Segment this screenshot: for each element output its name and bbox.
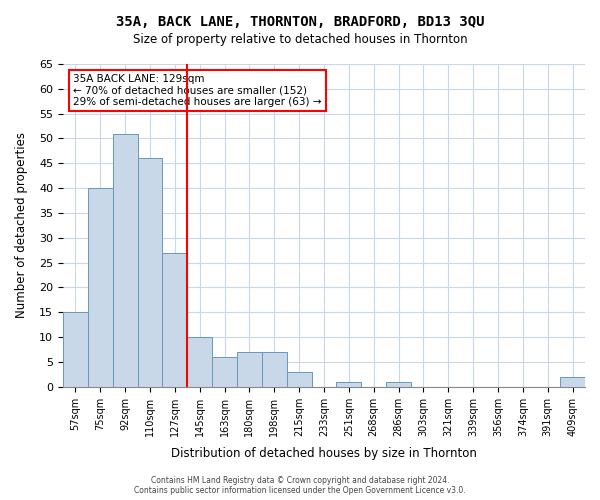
Text: Size of property relative to detached houses in Thornton: Size of property relative to detached ho…: [133, 32, 467, 46]
Bar: [212, 357, 237, 387]
Y-axis label: Number of detached properties: Number of detached properties: [15, 132, 28, 318]
Bar: [287, 372, 311, 387]
Bar: [262, 352, 287, 387]
Bar: [88, 188, 113, 387]
Bar: [560, 377, 585, 387]
Bar: [237, 352, 262, 387]
Text: 35A BACK LANE: 129sqm
← 70% of detached houses are smaller (152)
29% of semi-det: 35A BACK LANE: 129sqm ← 70% of detached …: [73, 74, 322, 107]
Bar: [386, 382, 411, 387]
Bar: [163, 252, 187, 387]
Bar: [113, 134, 137, 387]
Text: Contains HM Land Registry data © Crown copyright and database right 2024.
Contai: Contains HM Land Registry data © Crown c…: [134, 476, 466, 495]
X-axis label: Distribution of detached houses by size in Thornton: Distribution of detached houses by size …: [171, 447, 477, 460]
Text: 35A, BACK LANE, THORNTON, BRADFORD, BD13 3QU: 35A, BACK LANE, THORNTON, BRADFORD, BD13…: [116, 15, 484, 29]
Bar: [337, 382, 361, 387]
Bar: [137, 158, 163, 387]
Bar: [63, 312, 88, 387]
Bar: [187, 337, 212, 387]
